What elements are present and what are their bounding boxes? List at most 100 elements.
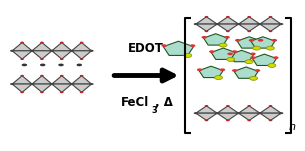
Circle shape [20, 58, 24, 60]
Polygon shape [196, 106, 217, 113]
Polygon shape [239, 106, 260, 113]
Circle shape [236, 112, 241, 114]
Circle shape [250, 56, 256, 59]
Polygon shape [196, 113, 217, 120]
Circle shape [253, 46, 260, 50]
Polygon shape [32, 84, 52, 92]
Circle shape [50, 83, 54, 85]
Circle shape [60, 75, 63, 77]
Circle shape [247, 30, 251, 32]
Circle shape [205, 30, 208, 32]
Polygon shape [72, 76, 92, 84]
Circle shape [279, 23, 283, 25]
Circle shape [22, 64, 27, 66]
Circle shape [268, 64, 276, 67]
Circle shape [20, 42, 24, 43]
Polygon shape [52, 76, 72, 84]
Circle shape [40, 58, 44, 60]
Circle shape [247, 119, 251, 121]
Circle shape [40, 75, 44, 77]
Polygon shape [260, 106, 281, 113]
Circle shape [258, 39, 263, 42]
Circle shape [10, 83, 14, 85]
Polygon shape [211, 48, 235, 59]
Circle shape [194, 112, 198, 114]
Circle shape [197, 68, 203, 71]
Polygon shape [52, 43, 72, 51]
Polygon shape [203, 34, 228, 45]
Polygon shape [239, 113, 260, 120]
Circle shape [205, 105, 208, 107]
Circle shape [226, 119, 230, 121]
Polygon shape [196, 17, 217, 24]
Circle shape [30, 50, 34, 52]
Circle shape [269, 119, 272, 121]
Circle shape [224, 36, 230, 39]
Circle shape [80, 92, 84, 93]
Circle shape [80, 75, 84, 77]
Circle shape [60, 42, 63, 43]
Circle shape [235, 39, 241, 42]
Polygon shape [252, 54, 277, 66]
Circle shape [269, 30, 272, 32]
Circle shape [20, 92, 24, 93]
Polygon shape [52, 51, 72, 59]
Circle shape [80, 42, 84, 43]
Circle shape [258, 23, 262, 25]
Circle shape [161, 44, 167, 47]
Polygon shape [32, 51, 52, 59]
Circle shape [249, 39, 254, 42]
Circle shape [89, 50, 94, 52]
Circle shape [245, 60, 253, 64]
Text: EDOT: EDOT [128, 42, 164, 55]
Circle shape [60, 58, 63, 60]
Polygon shape [32, 76, 52, 84]
Circle shape [219, 43, 227, 47]
Polygon shape [260, 113, 281, 120]
Circle shape [279, 112, 283, 114]
Polygon shape [12, 51, 32, 59]
Circle shape [226, 16, 230, 18]
Circle shape [30, 83, 34, 85]
Polygon shape [72, 51, 92, 59]
Polygon shape [12, 84, 32, 92]
Circle shape [50, 50, 54, 52]
Circle shape [249, 76, 257, 80]
Circle shape [232, 50, 237, 53]
Circle shape [255, 69, 260, 72]
Circle shape [227, 58, 235, 61]
Text: FeCl: FeCl [121, 96, 149, 109]
Circle shape [205, 16, 208, 18]
Polygon shape [217, 24, 239, 31]
Circle shape [220, 68, 225, 71]
Polygon shape [12, 76, 32, 84]
Polygon shape [72, 84, 92, 92]
Polygon shape [163, 41, 193, 55]
Circle shape [205, 119, 208, 121]
Circle shape [40, 64, 45, 66]
Polygon shape [237, 37, 261, 48]
Polygon shape [229, 50, 254, 62]
Polygon shape [260, 17, 281, 24]
Circle shape [247, 16, 251, 18]
Circle shape [190, 44, 196, 47]
Polygon shape [196, 24, 217, 31]
Circle shape [226, 105, 230, 107]
Circle shape [60, 92, 63, 93]
Circle shape [215, 23, 219, 25]
Circle shape [40, 42, 44, 43]
Circle shape [184, 53, 192, 57]
Polygon shape [217, 106, 239, 113]
Circle shape [214, 76, 222, 80]
Polygon shape [251, 37, 275, 48]
Polygon shape [239, 17, 260, 24]
Circle shape [228, 53, 233, 55]
Circle shape [232, 69, 238, 72]
Circle shape [89, 83, 94, 85]
Polygon shape [199, 66, 223, 78]
Circle shape [10, 50, 14, 52]
Polygon shape [12, 43, 32, 51]
Circle shape [80, 58, 84, 60]
Circle shape [273, 56, 278, 59]
Circle shape [202, 36, 207, 39]
